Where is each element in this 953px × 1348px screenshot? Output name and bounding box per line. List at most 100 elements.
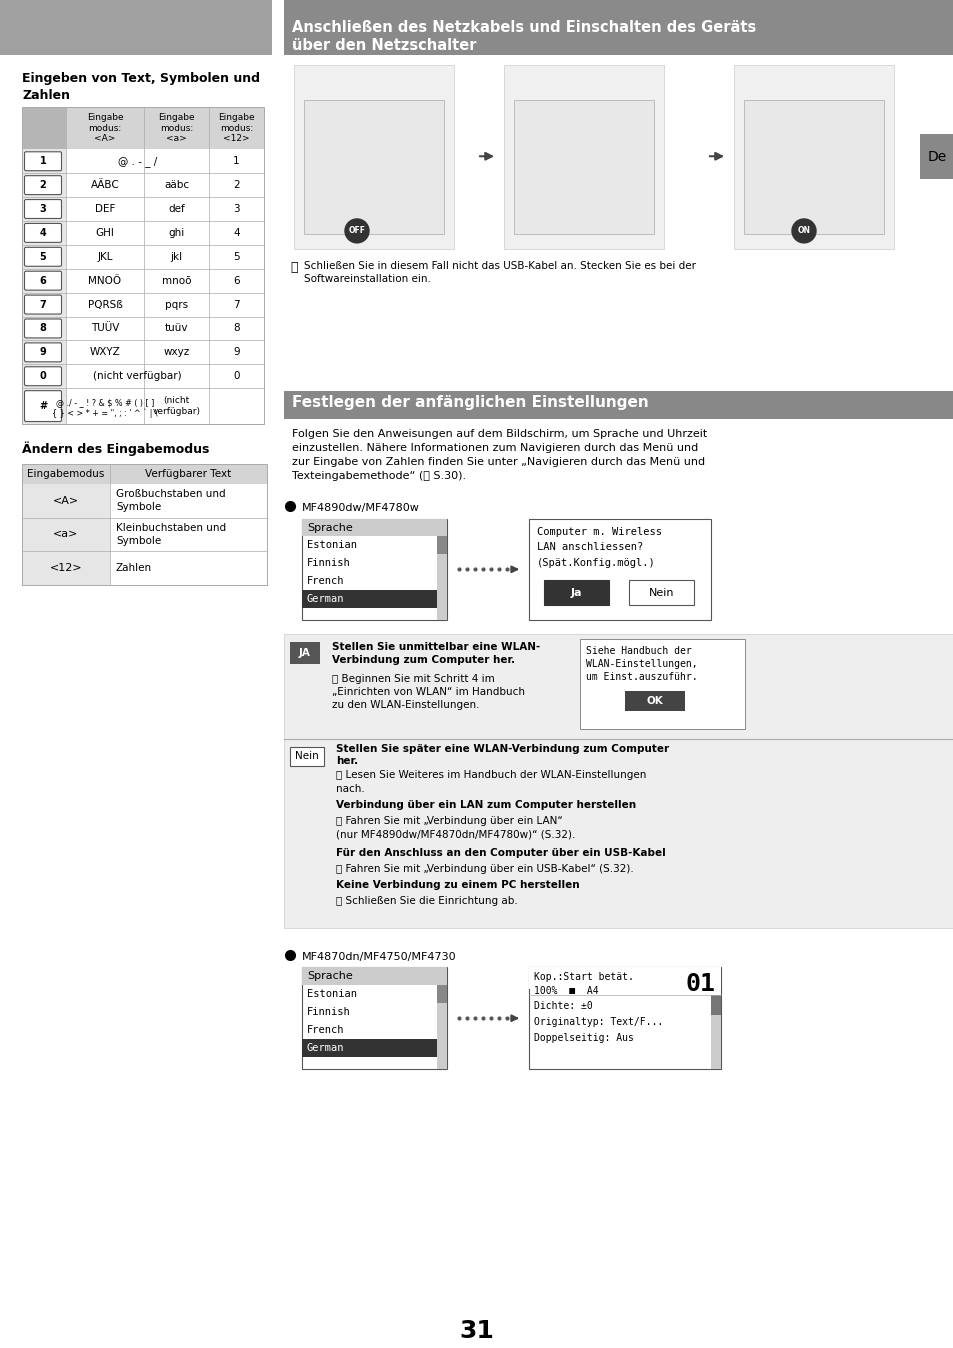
Text: Doppelseitig: Aus: Doppelseitig: Aus (534, 1033, 633, 1043)
Bar (436, 968, 447, 1069)
Text: jkl: jkl (171, 252, 182, 262)
Text: Ändern des Eingabemodus: Ändern des Eingabemodus (22, 442, 209, 457)
Bar (302, 590, 436, 608)
Text: 1: 1 (233, 156, 239, 166)
Bar (710, 995, 720, 1015)
Bar (22, 197, 66, 221)
Text: her.: her. (335, 756, 357, 767)
Text: Großbuchstaben und
Symbole: Großbuchstaben und Symbole (116, 489, 226, 512)
Bar (743, 100, 883, 235)
Bar (710, 995, 720, 1069)
Bar (529, 968, 720, 989)
Text: 4: 4 (40, 228, 47, 237)
Text: @ . - _ /: @ . - _ / (118, 156, 157, 167)
Bar (436, 985, 447, 1003)
Bar (22, 484, 110, 518)
Text: Estonian: Estonian (307, 541, 356, 550)
Bar (514, 100, 654, 235)
Text: tuüv: tuüv (165, 324, 188, 333)
Text: TUÜV: TUÜV (91, 324, 119, 333)
Text: #: # (39, 402, 47, 411)
Bar (22, 108, 264, 425)
Text: DEF: DEF (94, 204, 115, 214)
FancyBboxPatch shape (25, 391, 61, 422)
Text: 6: 6 (233, 276, 239, 286)
Text: 3: 3 (40, 204, 47, 214)
Text: OK: OK (646, 696, 662, 706)
Text: Sprache: Sprache (307, 523, 353, 532)
Text: 01: 01 (685, 972, 716, 996)
FancyBboxPatch shape (25, 295, 61, 314)
Text: 7: 7 (233, 299, 239, 310)
Bar (624, 690, 684, 710)
Text: Anschließen des Netzkabels und Einschalten des Geräts: Anschließen des Netzkabels und Einschalt… (292, 20, 756, 35)
Text: <12>: <12> (50, 563, 82, 573)
Text: De: De (926, 150, 945, 163)
Text: 4: 4 (233, 228, 239, 237)
Text: Verbindung über ein LAN zum Computer herstellen: Verbindung über ein LAN zum Computer her… (335, 801, 636, 810)
Text: 0: 0 (40, 371, 47, 381)
Text: MF4870dn/MF4750/MF4730: MF4870dn/MF4750/MF4730 (302, 952, 456, 961)
Text: Für den Anschluss an den Computer über ein USB-Kabel: Für den Anschluss an den Computer über e… (335, 848, 665, 859)
Text: Folgen Sie den Anweisungen auf dem Bildschirm, um Sprache und Uhrzeit
einzustell: Folgen Sie den Anweisungen auf dem Bilds… (292, 429, 706, 481)
Bar (302, 1039, 436, 1057)
Text: <a>: <a> (53, 530, 78, 539)
Text: um Einst.auszuführ.: um Einst.auszuführ. (585, 671, 697, 682)
Text: def: def (168, 204, 185, 214)
Text: AÄBC: AÄBC (91, 181, 119, 190)
Bar (290, 642, 319, 663)
Text: German: German (307, 594, 344, 604)
Text: WLAN-Einstellungen,: WLAN-Einstellungen, (585, 659, 697, 669)
Text: Eingabe
modus:
<a>: Eingabe modus: <a> (158, 113, 194, 143)
Bar (503, 65, 663, 249)
Text: 7: 7 (40, 299, 47, 310)
Text: Nein: Nein (294, 751, 318, 762)
Text: Kleinbuchstaben und
Symbole: Kleinbuchstaben und Symbole (116, 523, 226, 546)
Text: Finnish: Finnish (307, 1007, 351, 1018)
Text: Finnish: Finnish (307, 558, 351, 569)
Text: WXYZ: WXYZ (90, 348, 120, 357)
Text: ⓘ: ⓘ (290, 260, 297, 274)
Bar (22, 108, 264, 150)
Text: Zahlen: Zahlen (116, 563, 152, 573)
Text: 8: 8 (39, 324, 47, 333)
Text: wxyz: wxyz (163, 348, 190, 357)
Text: über den Netzschalter: über den Netzschalter (292, 38, 476, 53)
Text: Computer m. Wireless: Computer m. Wireless (537, 527, 661, 537)
Bar (543, 580, 608, 605)
Text: JKL: JKL (97, 252, 112, 262)
Bar (22, 464, 267, 585)
FancyBboxPatch shape (25, 224, 61, 243)
Bar (284, 0, 953, 55)
Text: Sprache: Sprache (307, 972, 353, 981)
Text: 9: 9 (233, 348, 239, 357)
Bar (22, 173, 66, 197)
Text: ON: ON (797, 226, 810, 236)
Text: Dichte: ±0: Dichte: ±0 (534, 1002, 592, 1011)
Text: Siehe Handbuch der: Siehe Handbuch der (585, 646, 691, 656)
Bar (22, 245, 66, 268)
Text: <A>: <A> (52, 496, 79, 506)
Text: French: French (307, 1026, 344, 1035)
Text: 2: 2 (40, 181, 47, 190)
Bar (22, 518, 110, 551)
Text: GHI: GHI (95, 228, 114, 237)
FancyBboxPatch shape (25, 342, 61, 361)
Text: French: French (307, 577, 344, 586)
Bar (22, 221, 66, 245)
Text: Stellen Sie unmittelbar eine WLAN-
Verbindung zum Computer her.: Stellen Sie unmittelbar eine WLAN- Verbi… (332, 642, 539, 665)
Bar (436, 519, 447, 620)
Bar (436, 537, 447, 554)
Text: 8: 8 (233, 324, 239, 333)
Text: Nein: Nein (648, 588, 674, 597)
Text: 3: 3 (233, 204, 239, 214)
Text: Ⓢ Fahren Sie mit „Verbindung über ein USB-Kabel“ (S.32).: Ⓢ Fahren Sie mit „Verbindung über ein US… (335, 864, 633, 874)
FancyBboxPatch shape (25, 271, 61, 290)
Text: Originaltyp: Text/F...: Originaltyp: Text/F... (534, 1018, 662, 1027)
Bar (290, 747, 324, 767)
Bar (22, 388, 66, 425)
Text: (nicht
verfügbar): (nicht verfügbar) (152, 396, 200, 417)
Text: (nicht verfügbar): (nicht verfügbar) (93, 371, 182, 381)
Bar (919, 135, 953, 179)
Bar (302, 519, 447, 620)
